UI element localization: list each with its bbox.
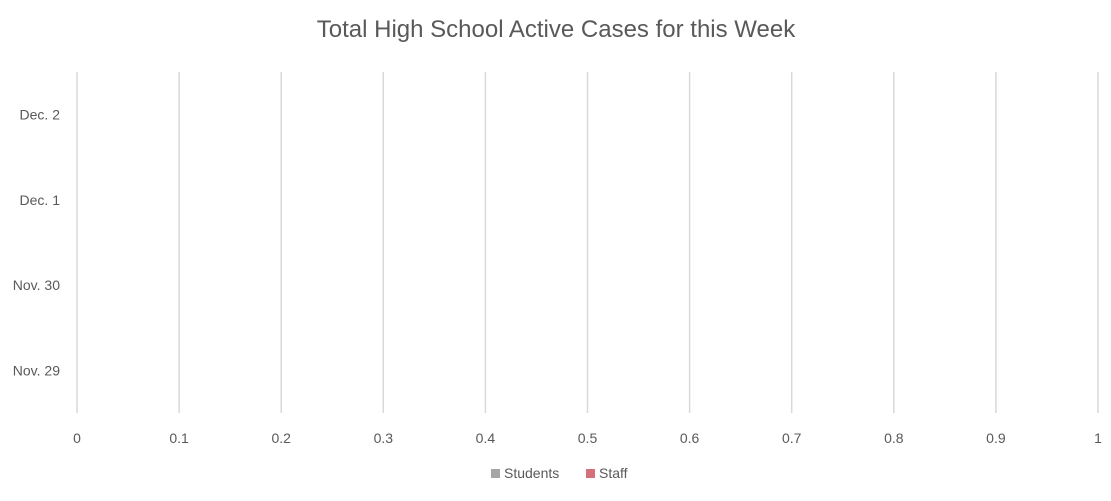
x-tick-label: 0.2 bbox=[271, 430, 291, 446]
x-axis-tick-labels: 0 0.1 0.2 0.3 0.4 0.5 0.6 0.7 0.8 0.9 1 bbox=[73, 430, 1102, 446]
legend: Students Staff bbox=[491, 465, 628, 481]
x-tick-label: 0.4 bbox=[476, 430, 496, 446]
x-tick-label: 1 bbox=[1094, 430, 1102, 446]
chart-title: Total High School Active Cases for this … bbox=[317, 16, 796, 43]
x-tick-label: 0.5 bbox=[578, 430, 598, 446]
legend-label-students: Students bbox=[504, 465, 559, 481]
x-tick-label: 0 bbox=[73, 430, 81, 446]
legend-swatch-students bbox=[491, 469, 500, 478]
x-tick-label: 0.1 bbox=[169, 430, 189, 446]
legend-label-staff: Staff bbox=[599, 465, 628, 481]
x-tick-label: 0.3 bbox=[374, 430, 394, 446]
y-axis-tick-labels: Nov. 29 Nov. 30 Dec. 1 Dec. 2 bbox=[13, 107, 60, 379]
x-tick-label: 0.6 bbox=[680, 430, 700, 446]
gridlines bbox=[76, 72, 1099, 413]
x-tick-label: 0.8 bbox=[884, 430, 904, 446]
y-tick-label: Dec. 2 bbox=[20, 107, 61, 123]
x-tick-label: 0.9 bbox=[986, 430, 1006, 446]
y-tick-label: Nov. 30 bbox=[13, 277, 60, 293]
y-tick-label: Nov. 29 bbox=[13, 362, 60, 378]
legend-swatch-staff bbox=[586, 469, 595, 478]
x-tick-label: 0.7 bbox=[782, 430, 802, 446]
y-tick-label: Dec. 1 bbox=[20, 192, 61, 208]
